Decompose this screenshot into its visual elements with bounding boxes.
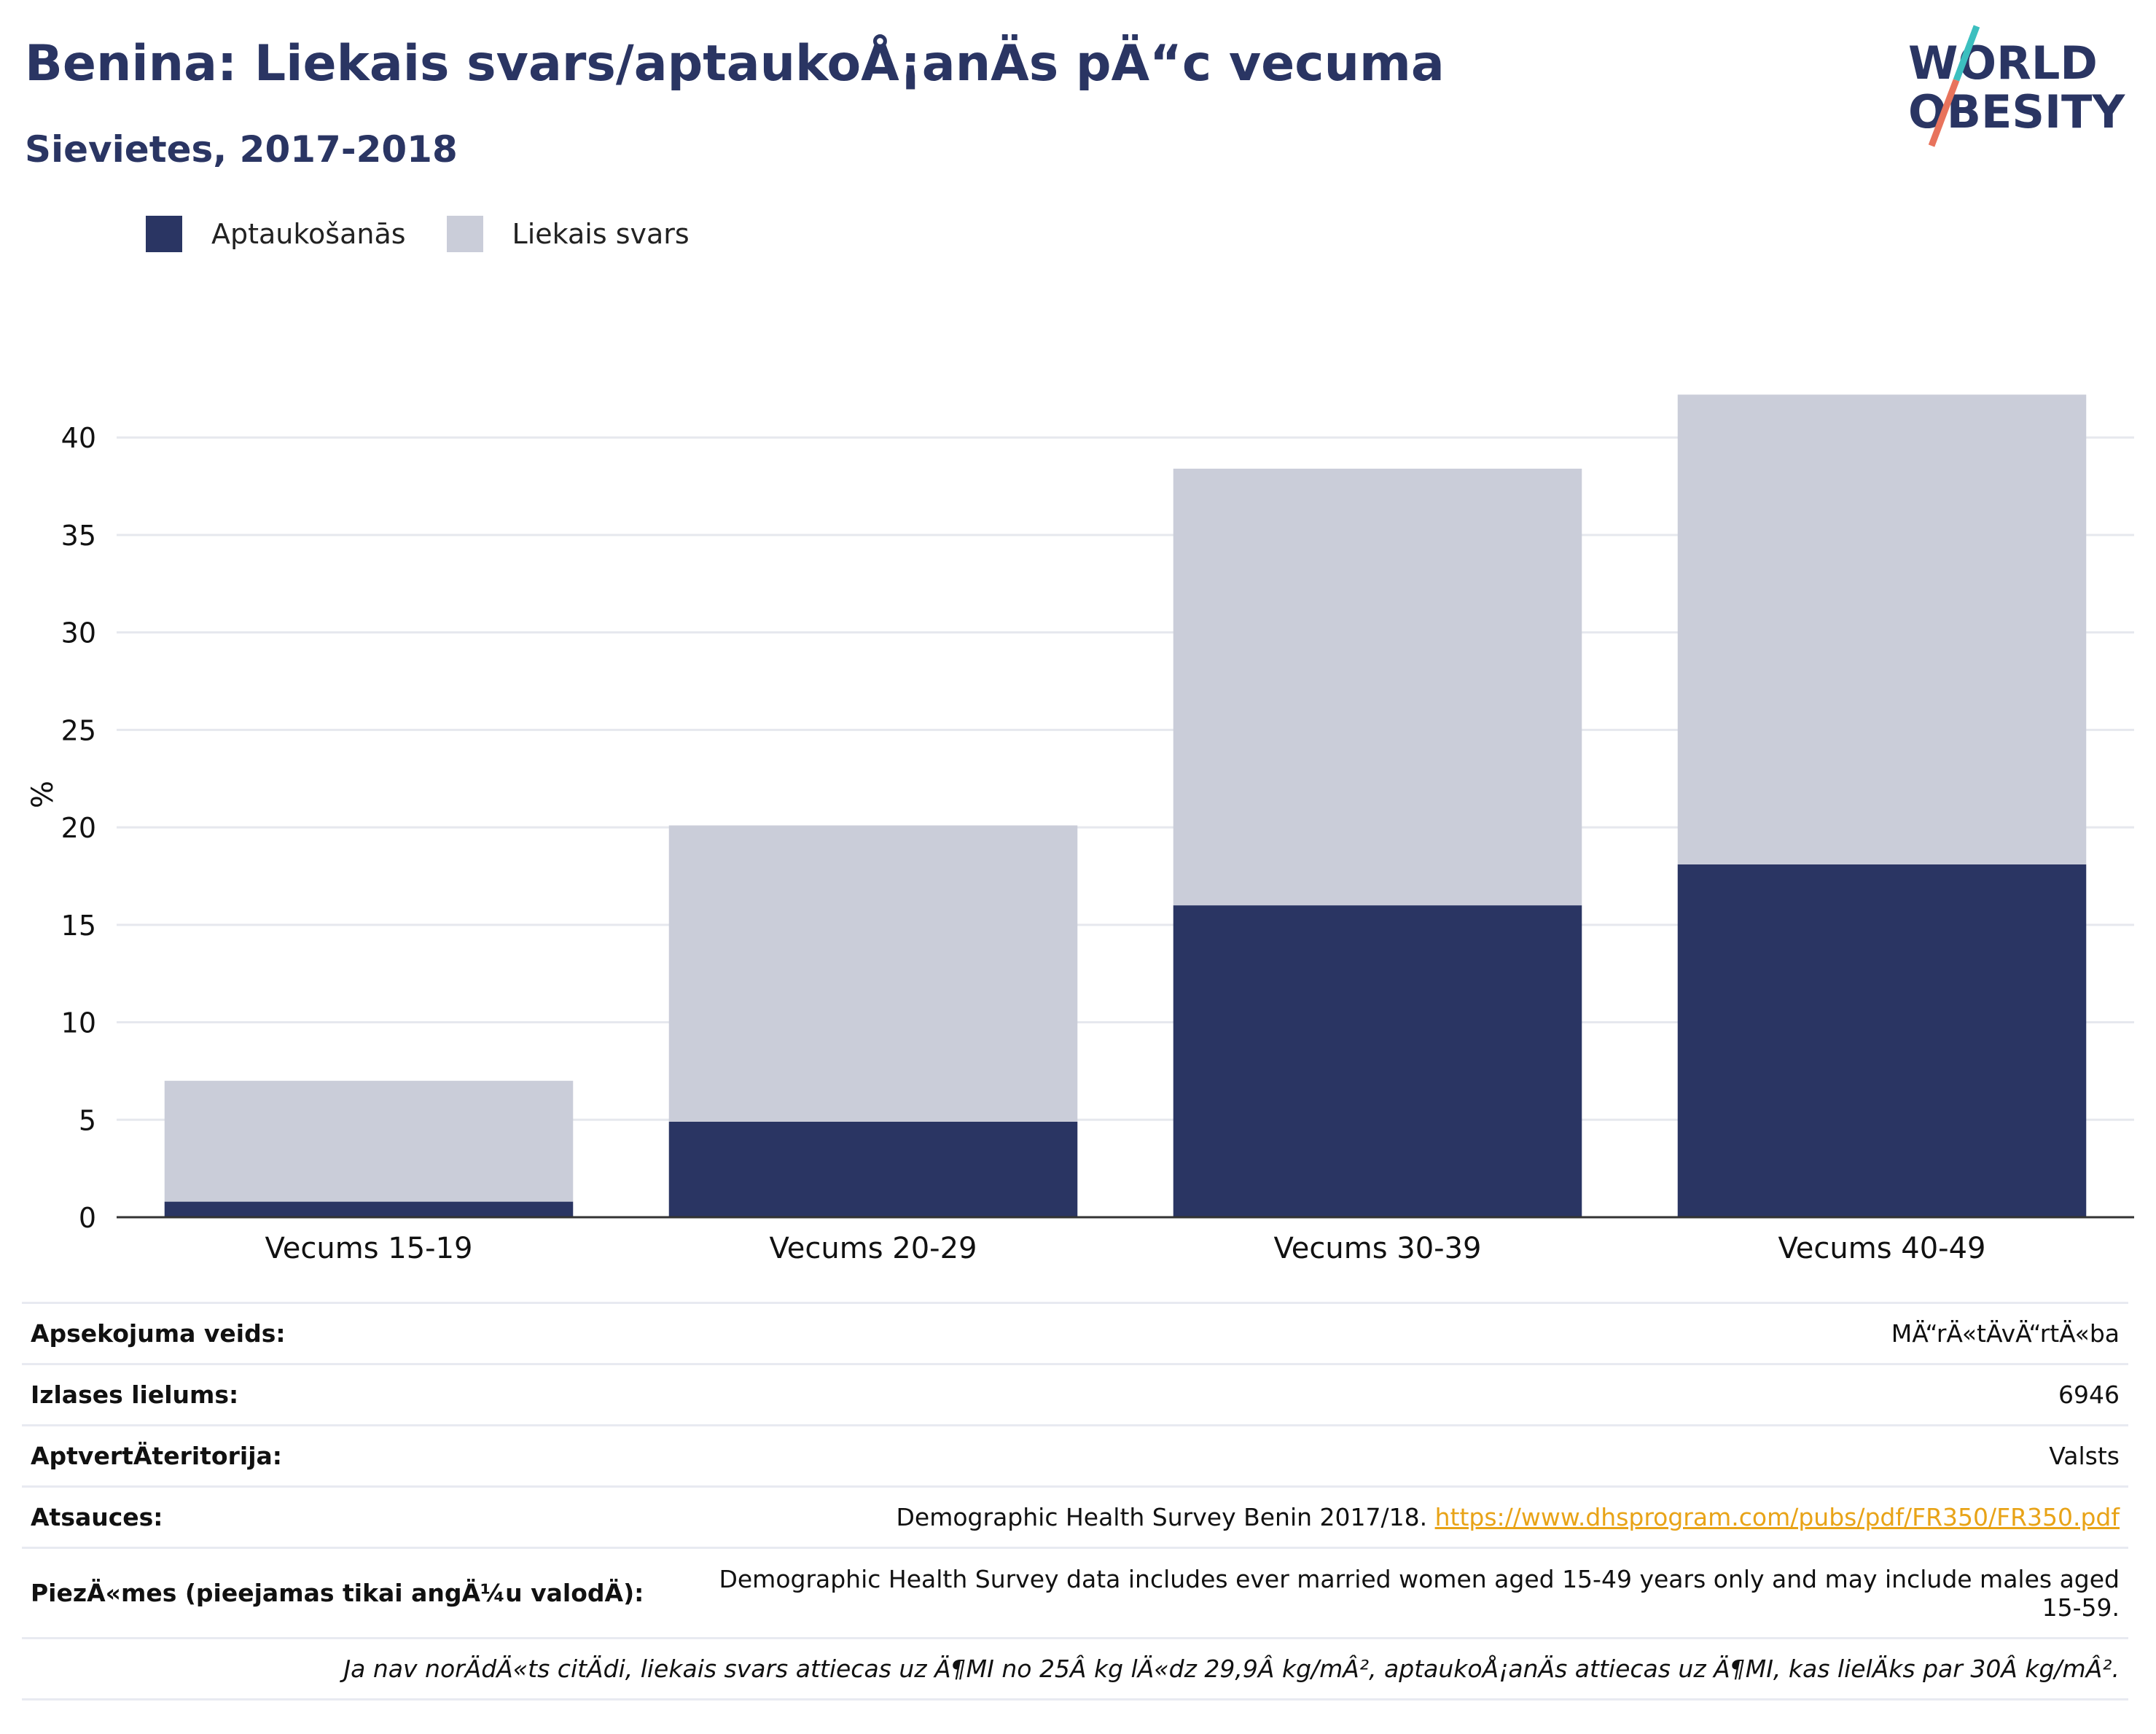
area-label: AptvertÄteritorija: xyxy=(22,1424,681,1487)
y-axis-ticks: 0 5 10 15 20 25 30 35 40 xyxy=(61,422,96,1234)
y-tick-label: 40 xyxy=(61,422,96,454)
bars xyxy=(164,394,2087,1217)
footnote: Ja nav norÄdÄ«ts citÄdi, liekais svars a… xyxy=(22,1637,2128,1700)
info-row-survey-type: Apsekojuma veids: MÄ“rÄ«tÄvÄ“rtÄ«ba xyxy=(22,1302,2128,1364)
references-link[interactable]: https://www.dhsprogram.com/pubs/pdf/FR35… xyxy=(1434,1503,2120,1531)
sample-size-label: Izlases lielums: xyxy=(22,1363,681,1426)
chart-subtitle: Sievietes, 2017-2018 xyxy=(25,128,458,171)
legend-swatch-obesity xyxy=(146,216,182,252)
legend-item-obesity: Aptaukošanās xyxy=(146,216,406,252)
bar-overweight-2 xyxy=(668,825,1078,1122)
y-tick-label: 30 xyxy=(61,617,96,649)
bar-chart: 0 5 10 15 20 25 30 35 40 Vecums 15-19 Vecums 20-2… xyxy=(26,394,2134,1265)
x-tick-label: Vecums 20-29 xyxy=(770,1232,977,1265)
notes-value: Demographic Health Survey data includes … xyxy=(681,1547,2128,1639)
legend-label-obesity: Aptaukošanās xyxy=(211,218,406,250)
legend-swatch-overweight xyxy=(446,216,483,252)
info-row-notes: PiezÄ«mes (pieejamas tikai angÄ¼u valodÄ… xyxy=(22,1547,2128,1639)
logo-slash-teal xyxy=(1953,25,1980,82)
bar-obesity-3 xyxy=(1173,905,1582,1217)
legend-label-overweight: Liekais svars xyxy=(512,218,690,250)
bar-obesity-2 xyxy=(668,1121,1078,1217)
info-row-footnote: Ja nav norÄdÄ«ts citÄdi, liekais svars a… xyxy=(22,1637,2128,1700)
y-tick-label: 25 xyxy=(61,714,96,746)
logo-word-obesity: OBESITY xyxy=(1908,85,2125,138)
bar-overweight-1 xyxy=(164,1080,574,1202)
survey-type-value: MÄ“rÄ«tÄvÄ“rtÄ«ba xyxy=(681,1302,2128,1364)
logo-word-world: WORLD xyxy=(1908,36,2098,90)
references-text: Demographic Health Survey Benin 2017/18. xyxy=(896,1503,1428,1531)
y-tick-label: 15 xyxy=(61,910,96,942)
x-tick-label: Vecums 40-49 xyxy=(1778,1232,1986,1265)
y-tick-label: 20 xyxy=(61,812,96,844)
info-table: Apsekojuma veids: MÄ“rÄ«tÄvÄ“rtÄ«ba Izla… xyxy=(22,1302,2128,1700)
notes-label: PiezÄ«mes (pieejamas tikai angÄ¼u valodÄ… xyxy=(22,1547,681,1639)
info-row-references: Atsauces: Demographic Health Survey Beni… xyxy=(22,1485,2128,1548)
chart-title: Benina: Liekais svars/aptaukoÅ¡anÄs pÄ“c… xyxy=(25,35,1445,93)
y-axis-label: % xyxy=(26,781,60,808)
info-row-sample-size: Izlases lielums: 6946 xyxy=(22,1363,2128,1426)
bar-obesity-1 xyxy=(164,1201,574,1217)
x-tick-label: Vecums 15-19 xyxy=(265,1232,473,1265)
y-tick-label: 5 xyxy=(79,1104,96,1136)
survey-type-label: Apsekojuma veids: xyxy=(22,1302,681,1364)
references-value: Demographic Health Survey Benin 2017/18.… xyxy=(681,1485,2128,1548)
y-tick-label: 35 xyxy=(61,520,96,552)
chart-legend: Aptaukošanās Liekais svars xyxy=(146,216,730,252)
y-tick-label: 10 xyxy=(61,1007,96,1039)
sample-size-value: 6946 xyxy=(681,1363,2128,1426)
area-value: Valsts xyxy=(681,1424,2128,1487)
x-tick-label: Vecums 30-39 xyxy=(1274,1232,1482,1265)
x-axis-ticks: Vecums 15-19 Vecums 20-29 Vecums 30-39 Vecu… xyxy=(265,1232,1986,1265)
bar-overweight-4 xyxy=(1677,394,2087,864)
references-label: Atsauces: xyxy=(22,1485,681,1548)
world-obesity-logo: WORLD OBESITY xyxy=(1908,25,2125,147)
legend-item-overweight: Liekais svars xyxy=(446,216,690,252)
logo-slash-coral xyxy=(1928,79,1960,147)
bar-obesity-4 xyxy=(1677,864,2087,1217)
info-row-area: AptvertÄteritorija: Valsts xyxy=(22,1424,2128,1487)
bar-overweight-3 xyxy=(1173,469,1582,906)
y-tick-label: 0 xyxy=(79,1202,96,1234)
